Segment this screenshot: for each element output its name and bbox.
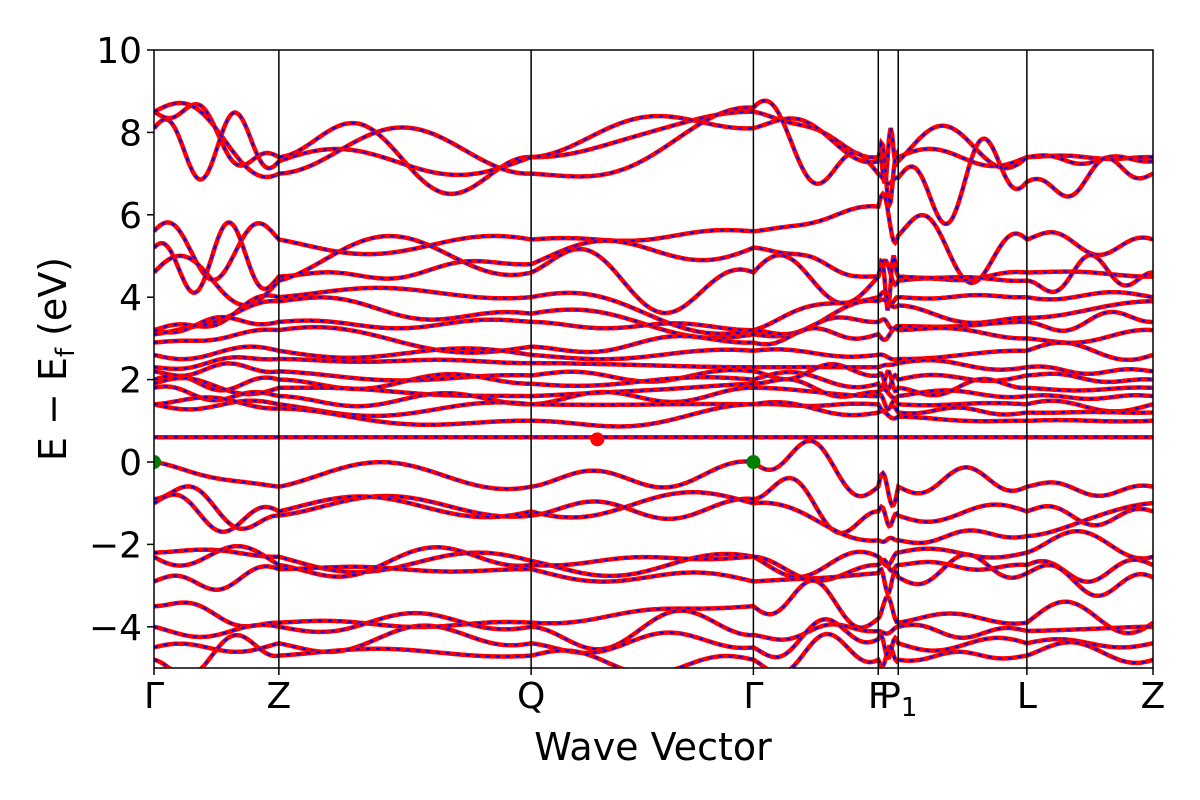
y-axis-title-unit: (eV) [31, 257, 75, 348]
band-line-blue [154, 362, 1153, 391]
band-line-blue [154, 192, 1153, 285]
x-tick-label: Γ [144, 676, 164, 717]
band-line-blue [154, 111, 1153, 209]
band-line-blue [154, 399, 1153, 417]
y-tick-label: 4 [119, 278, 142, 319]
band-lines [154, 98, 1153, 668]
band-line-blue [154, 579, 1153, 635]
band-line-blue [154, 370, 1153, 397]
band-line-blue [154, 491, 1153, 544]
band-line-blue [154, 385, 1153, 413]
band-line-blue [154, 326, 1153, 354]
band-line-blue [154, 545, 1153, 583]
y-axis-title-sub: f [51, 347, 81, 357]
vbm-marker [746, 455, 761, 469]
band-line-blue [154, 439, 1153, 507]
y-axis-ticks: −4 −2 0 2 4 6 8 10 [89, 31, 154, 649]
band-line-blue [154, 376, 1153, 400]
band-line-red [154, 98, 1153, 227]
high-symmetry-lines [278, 50, 1028, 668]
y-tick-label: −2 [89, 525, 142, 566]
band-line-red [154, 438, 1153, 509]
band-line-blue [154, 356, 1153, 375]
band-line-blue [154, 618, 1153, 660]
y-tick-label: 2 [119, 361, 142, 402]
y-axis-title: E − Ef (eV) [31, 257, 81, 461]
y-tick-label: 6 [119, 196, 142, 237]
x-axis-title: Wave Vector [534, 725, 772, 769]
band-edge-markers [154, 432, 761, 469]
band-line-red [154, 608, 1153, 652]
band-line-blue [154, 234, 1153, 315]
x-tick-label: P1 [879, 676, 917, 723]
x-tick-label: L [1017, 676, 1037, 717]
band-line-red [154, 110, 1153, 213]
x-tick-label: Q [517, 676, 545, 717]
band-line-red [154, 324, 1153, 355]
x-axis-ticks: Γ Z Q Γ FP1 L Z [144, 668, 1165, 723]
x-tick-label: Γ [743, 676, 763, 717]
band-line-blue [154, 103, 1153, 195]
x-tick-label-sub: 1 [901, 693, 918, 723]
x-tick-label: Z [267, 676, 292, 717]
band-line-red [154, 285, 1153, 336]
y-tick-label: 0 [119, 443, 142, 484]
band-line-blue [154, 296, 1153, 339]
plot-frame [153, 49, 1154, 669]
band-line-blue [154, 341, 1153, 362]
band-line-blue [154, 99, 1153, 226]
y-axis-title-main: E − E [31, 357, 75, 461]
band-line-blue [154, 396, 1153, 428]
band-line-blue [154, 476, 1153, 535]
band-line-red [154, 631, 1153, 668]
band-line-blue [154, 310, 1153, 336]
band-line-red [154, 578, 1153, 636]
x-tick-label: F [868, 676, 889, 717]
y-tick-label: −4 [89, 608, 142, 649]
band-line-blue [154, 553, 1153, 597]
vbm-marker [154, 455, 161, 469]
y-tick-label: 8 [119, 113, 142, 154]
cbm-marker [590, 432, 605, 447]
x-tick-label: Z [1141, 676, 1166, 717]
y-tick-label: 10 [96, 31, 142, 72]
band-line-red [154, 340, 1153, 363]
